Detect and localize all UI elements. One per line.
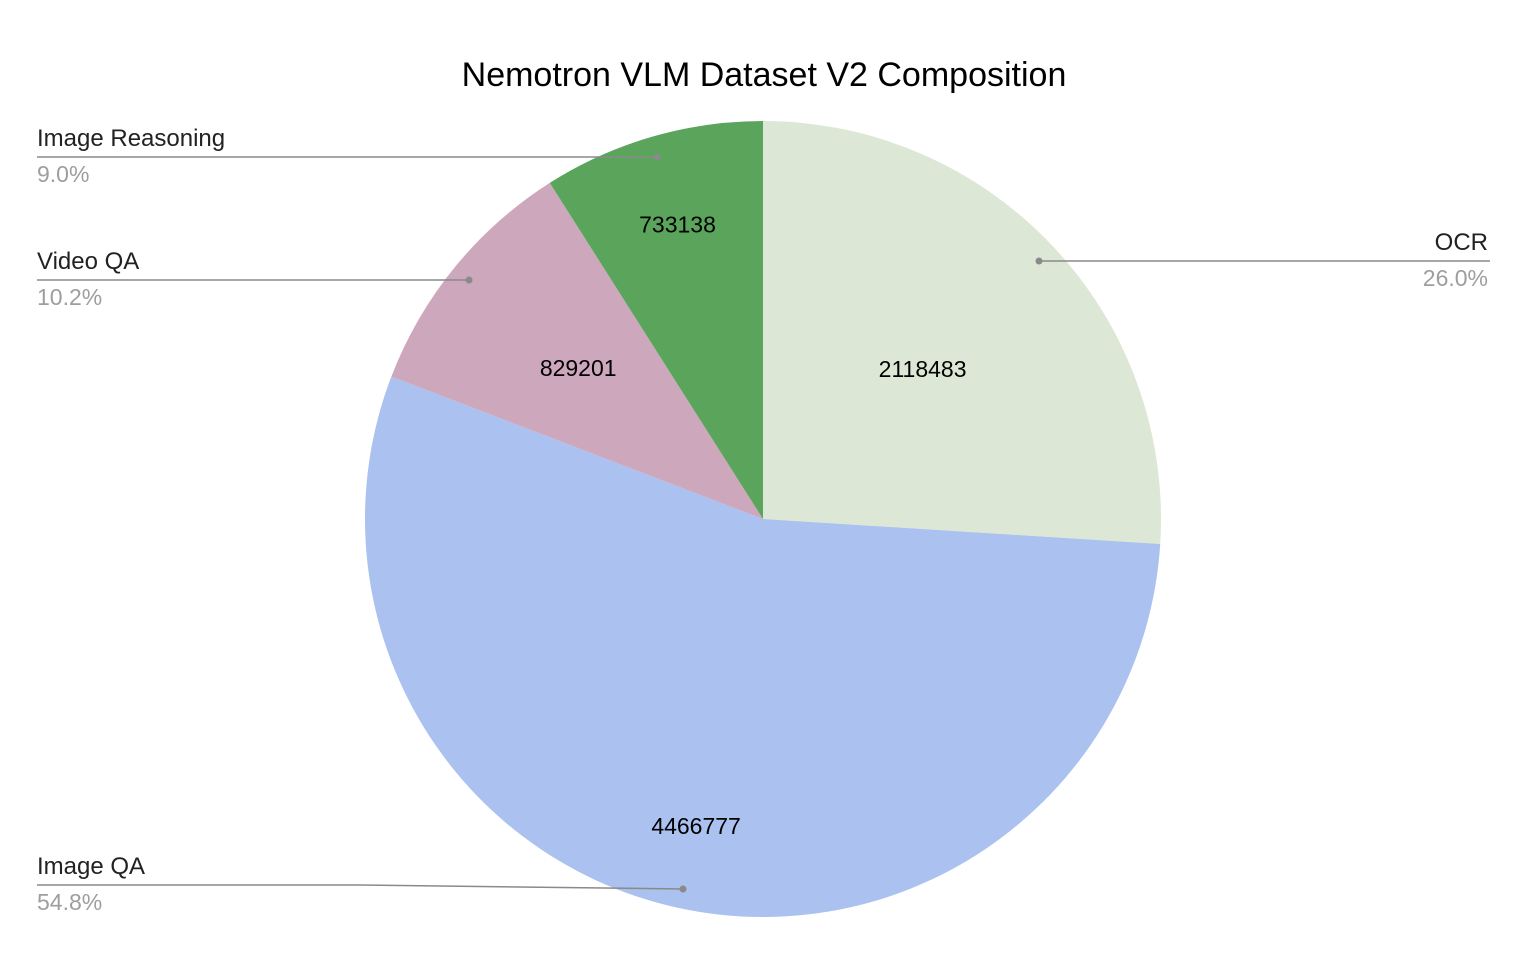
leader-line-image-qa	[37, 884, 684, 890]
leader-dot-ocr	[1035, 257, 1043, 265]
callout-percent-ocr: 26.0%	[1423, 265, 1488, 291]
slice-value-labels: 2118483 4466777 829201 733138	[540, 212, 967, 840]
callout-percent-video-qa: 10.2%	[37, 284, 102, 310]
callout-name-video-qa: Video QA	[37, 248, 139, 275]
slice-value-label-video-qa: 829201	[540, 355, 617, 381]
callout-percent-image-qa: 54.8%	[37, 889, 102, 915]
slice-value-label-ocr: 2118483	[879, 356, 967, 382]
slice-value-label-image-reasoning: 733138	[639, 212, 716, 238]
callout-name-image-qa: Image QA	[37, 853, 145, 880]
pie-slices	[364, 121, 1161, 918]
slice-value-label-image-qa: 4466777	[651, 813, 741, 839]
callout-name-ocr: OCR	[1435, 229, 1488, 256]
pie-slice-ocr	[763, 121, 1161, 545]
chart-title: Nemotron VLM Dataset V2 Composition	[462, 56, 1067, 94]
pie-slice-video-qa	[391, 182, 763, 519]
callout-name-image-reasoning: Image Reasoning	[37, 125, 225, 152]
leader-dot-image-qa	[679, 885, 687, 893]
slice-callouts: OCR 26.0% Image QA 54.8% Video QA 10.2% Image …	[37, 125, 1490, 915]
leader-dot-image-reasoning	[653, 153, 661, 161]
pie-slice-image-reasoning	[549, 121, 763, 519]
pie-slice-image-qa	[364, 376, 1161, 918]
leader-dot-video-qa	[465, 276, 473, 284]
callout-percent-image-reasoning: 9.0%	[37, 161, 89, 187]
